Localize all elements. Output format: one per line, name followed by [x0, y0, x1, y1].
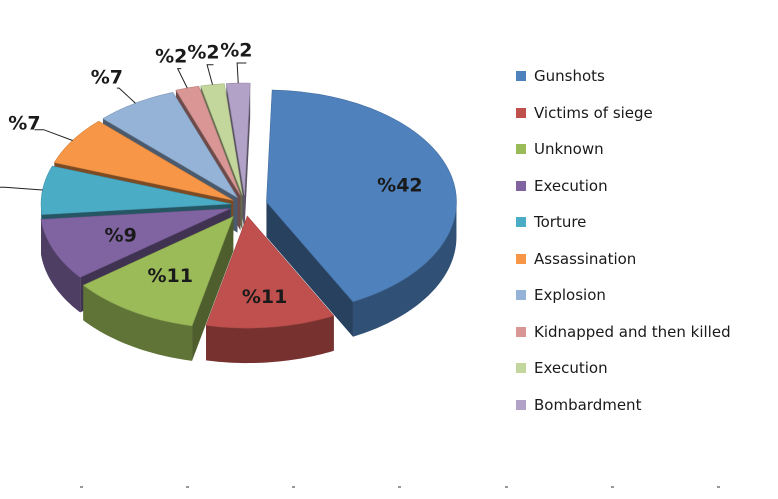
data-label: %11: [242, 286, 287, 308]
legend-item: Torture: [516, 204, 731, 241]
legend-item: Victims of siege: [516, 95, 731, 132]
legend-swatch: [516, 399, 526, 410]
pie-slice-side: [266, 202, 353, 337]
legend-label: Torture: [534, 213, 587, 232]
leader-line: [206, 64, 214, 85]
legend-item: Bombardment: [516, 387, 731, 424]
legend-label: Unknown: [534, 140, 604, 159]
data-label: %11: [148, 265, 193, 287]
pie-slice-top: [53, 120, 234, 201]
leader-line: [0, 186, 43, 191]
pie-slice-2: [205, 215, 335, 364]
pie-slice-side: [244, 83, 251, 231]
legend-label: Assassination: [534, 249, 637, 268]
pie-chart: %42%11%11%9%7%7%7%2%2%2: [0, 40, 457, 364]
data-label: %7: [8, 113, 40, 135]
data-label: %2: [220, 40, 252, 62]
data-label: %9: [105, 224, 137, 246]
legend-item: Explosion: [516, 277, 731, 314]
legend-swatch: [516, 253, 526, 264]
leader-line: [116, 87, 136, 104]
data-label: %2: [155, 46, 187, 68]
legend-label: Kidnapped and then killed: [534, 322, 731, 341]
legend-swatch: [516, 290, 526, 301]
pie-slice-3: [82, 215, 234, 361]
pie-slice-1: [266, 89, 457, 337]
pie-slice-top: [40, 208, 231, 278]
pie-slice-rim: [206, 315, 334, 364]
legend-item: Gunshots: [516, 58, 731, 95]
pie-slice-top: [266, 89, 457, 303]
legend-item: Kidnapped and then killed: [516, 314, 731, 351]
legend-swatch: [516, 217, 526, 228]
legend-swatch: [516, 107, 526, 118]
legend-label: Execution: [534, 176, 608, 195]
pie-slice-rim: [41, 219, 81, 313]
legend-label: Victims of siege: [534, 103, 653, 122]
data-label: %7: [91, 67, 123, 89]
leader-line: [236, 62, 247, 84]
legend-item: Unknown: [516, 131, 731, 168]
legend-swatch: [516, 326, 526, 337]
leader-line: [34, 129, 73, 141]
legend: Gunshots Victims of siege Unknown Execution…: [516, 58, 731, 423]
legend-label: Bombardment: [534, 395, 642, 414]
legend-label: Gunshots: [534, 67, 605, 86]
pie-slice-top: [40, 165, 232, 215]
data-label: %42: [377, 174, 422, 196]
legend-swatch: [516, 363, 526, 374]
pie-slice-top: [82, 215, 234, 327]
data-label: %2: [187, 41, 219, 63]
legend-swatch: [516, 71, 526, 82]
bottom-dotted-divider: [80, 486, 720, 488]
leader-line: [176, 68, 188, 89]
pie-slice-top: [205, 215, 335, 329]
legend-item: Execution: [516, 350, 731, 387]
pie-slice-rim: [352, 202, 457, 337]
pie-slice-top: [175, 85, 241, 196]
legend-swatch: [516, 144, 526, 155]
legend-label: Explosion: [534, 286, 606, 305]
pie-slice-rim: [83, 285, 193, 361]
legend-label: Execution: [534, 359, 608, 378]
legend-swatch: [516, 180, 526, 191]
legend-item: Execution: [516, 168, 731, 205]
legend-item: Assassination: [516, 241, 731, 278]
